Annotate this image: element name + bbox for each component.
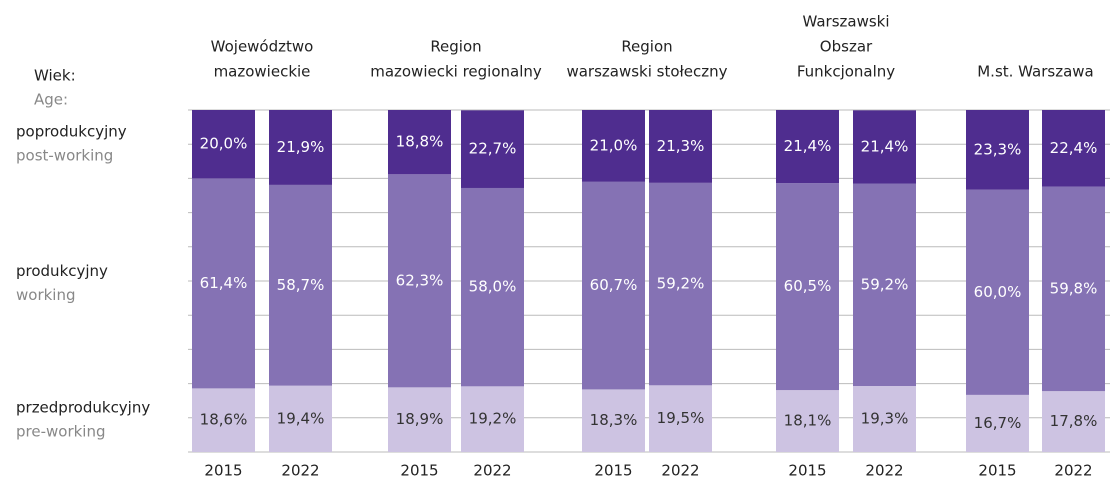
series-name: przedprodukcyjny <box>16 399 150 417</box>
value-label: 21,4% <box>784 137 832 155</box>
value-label: 19,2% <box>469 410 517 428</box>
value-label: 62,3% <box>396 271 444 289</box>
series-name: produkcyjny <box>16 262 108 280</box>
axis-label-en: Age: <box>34 91 68 109</box>
bar-segment <box>966 394 1029 452</box>
bar-segment <box>461 187 524 387</box>
group-label: mazowieckie <box>214 63 311 81</box>
bar-segment <box>649 385 712 452</box>
bar-segment <box>582 389 645 452</box>
value-label: 60,0% <box>974 283 1022 301</box>
x-tick-label: 2015 <box>978 462 1016 480</box>
group-label: Obszar <box>820 38 873 56</box>
value-label: 22,4% <box>1050 139 1098 157</box>
bar-segment <box>582 181 645 390</box>
group-label: Warszawski <box>802 13 889 31</box>
bar-segment <box>776 110 839 184</box>
series-name-en: working <box>16 286 76 304</box>
bar-segment <box>582 110 645 182</box>
value-label: 60,5% <box>784 277 832 295</box>
value-label: 16,7% <box>974 414 1022 432</box>
value-label: 18,3% <box>590 411 638 429</box>
value-label: 59,2% <box>861 275 909 293</box>
bar-segment <box>853 183 916 386</box>
bar-segment <box>269 110 332 185</box>
bar-segment <box>853 385 916 452</box>
value-label: 23,3% <box>974 140 1022 158</box>
group-label: M.st. Warszawa <box>977 63 1094 81</box>
x-tick-label: 2015 <box>788 462 826 480</box>
bar-segment <box>649 182 712 386</box>
bar-segment <box>1042 391 1105 452</box>
value-label: 59,2% <box>657 275 705 293</box>
x-tick-label: 2022 <box>281 462 319 480</box>
value-label: 21,3% <box>657 137 705 155</box>
series-name-en: pre-working <box>16 423 106 441</box>
value-label: 21,0% <box>590 136 638 154</box>
series-name-en: post-working <box>16 147 113 165</box>
x-tick-label: 2015 <box>204 462 242 480</box>
bar-segment <box>853 110 916 184</box>
group-label: Województwo <box>211 38 314 56</box>
x-tick-label: 2022 <box>865 462 903 480</box>
bar-segment <box>461 110 524 188</box>
group-label: Region <box>621 38 672 56</box>
bar-segment <box>192 178 255 389</box>
value-label: 58,7% <box>277 276 325 294</box>
bar-segment <box>966 189 1029 395</box>
bar-segment <box>388 110 451 175</box>
x-tick-label: 2022 <box>1054 462 1092 480</box>
value-label: 22,7% <box>469 140 517 158</box>
value-label: 19,3% <box>861 409 909 427</box>
group-label: Funkcjonalny <box>797 63 895 81</box>
value-label: 18,9% <box>396 410 444 428</box>
value-label: 60,7% <box>590 276 638 294</box>
x-tick-label: 2022 <box>473 462 511 480</box>
axis-label: Wiek: <box>34 67 76 85</box>
value-label: 18,8% <box>396 133 444 151</box>
value-label: 17,8% <box>1050 412 1098 430</box>
x-tick-label: 2015 <box>594 462 632 480</box>
bar-segment <box>461 386 524 452</box>
bar-segment <box>269 184 332 386</box>
bar-segment <box>1042 186 1105 392</box>
x-tick-label: 2015 <box>400 462 438 480</box>
bar-segment <box>966 110 1029 190</box>
value-label: 21,4% <box>861 137 909 155</box>
value-label: 19,4% <box>277 409 325 427</box>
value-label: 18,6% <box>200 411 248 429</box>
bar-segment <box>388 387 451 452</box>
bar-segment <box>776 390 839 452</box>
bar-segment <box>388 174 451 388</box>
value-label: 58,0% <box>469 278 517 296</box>
value-label: 19,5% <box>657 409 705 427</box>
bar-segment <box>1042 110 1105 187</box>
bar-segment <box>776 183 839 391</box>
group-label: warszawski stołeczny <box>566 63 727 81</box>
value-label: 18,1% <box>784 412 832 430</box>
value-label: 21,9% <box>277 138 325 156</box>
bar-segment <box>269 385 332 452</box>
value-label: 59,8% <box>1050 279 1098 297</box>
group-label: Region <box>430 38 481 56</box>
x-tick-label: 2022 <box>661 462 699 480</box>
value-label: 61,4% <box>200 274 248 292</box>
value-label: 20,0% <box>200 135 248 153</box>
series-name: poprodukcyjny <box>16 123 127 141</box>
group-label: mazowiecki regionalny <box>370 63 542 81</box>
bar-segment <box>192 110 255 179</box>
bar-segment <box>192 388 255 452</box>
bar-segment <box>649 110 712 183</box>
